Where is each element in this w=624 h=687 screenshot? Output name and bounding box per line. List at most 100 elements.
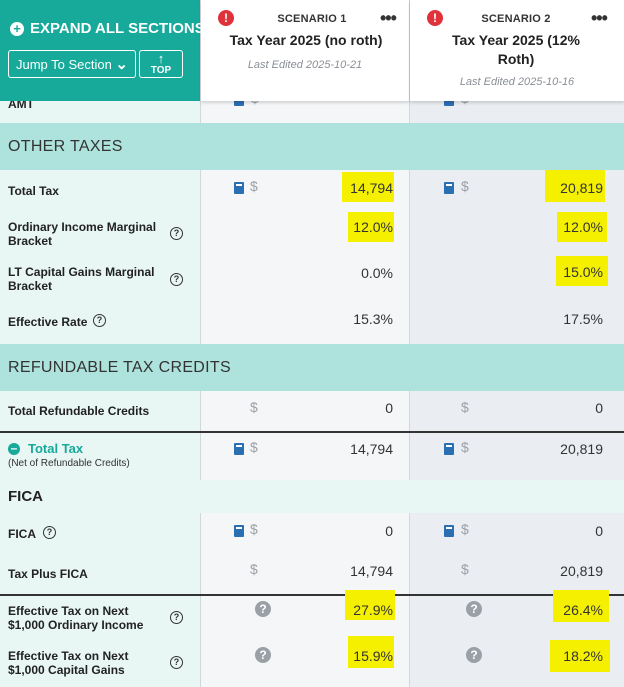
help-icon[interactable]: ? [170,656,183,669]
scenario-1-title[interactable]: Tax Year 2025 (no roth) [229,32,383,48]
label-line: Bracket [8,234,53,248]
ord-marginal-s1: 12.0% [353,219,393,235]
scenario-1-label: SCENARIO 1 [277,13,347,25]
total-tax-s2: 20,819 [560,180,603,196]
label-line: Ordinary Income Marginal [8,220,157,234]
total-tax-label: Total Tax [8,184,59,198]
calculator-icon[interactable] [444,443,454,455]
calculator-icon[interactable] [444,525,454,537]
help-icon[interactable]: ? [170,611,183,624]
total-tax-s1: 14,794 [350,180,393,196]
expand-all-label: EXPAND ALL SECTIONS [30,20,205,37]
dollar-sign: $ [250,439,258,455]
label-line: LT Capital Gains Marginal [8,265,155,279]
more-options-icon[interactable]: ••• [591,8,608,28]
effective-rate-s1: 15.3% [353,311,393,327]
highlight-mark [553,590,609,622]
scenario-2-column [410,0,624,687]
column-divider [200,0,201,687]
total-tax-net-s2: 20,819 [560,441,603,457]
tax-plus-fica-s1: 14,794 [350,563,393,579]
help-icon[interactable]: ? [170,227,183,240]
scenario-2-title[interactable]: Tax Year 2025 (12% Roth) [452,32,580,67]
eff-next-ord-s1: 27.9% [353,602,393,618]
total-refundable-s1: 0 [385,400,393,416]
chevron-down-icon: ⌄ [115,56,128,73]
ord-marginal-label: Ordinary Income Marginal Bracket [8,220,156,248]
expand-all-button[interactable]: + EXPAND ALL SECTIONS [10,20,205,37]
dollar-sign: $ [250,178,258,194]
help-icon[interactable]: ? [170,273,183,286]
fica-label: FICA [8,527,36,541]
label-line: Effective Tax on Next [8,649,129,663]
eff-next-ord-label: Effective Tax on Next $1,000 Ordinary In… [8,604,143,632]
label-line: $1,000 Capital Gains [8,663,125,677]
calculator-icon[interactable] [234,182,244,194]
scenario-1-column [201,0,409,687]
dollar-sign: $ [250,399,258,415]
total-refundable-s2: 0 [595,400,603,416]
section-header-fica[interactable]: FICA [0,480,624,513]
info-circle-icon[interactable]: ? [255,601,271,617]
highlight-mark [556,256,608,286]
calculator-icon[interactable] [234,525,244,537]
highlight-mark [550,640,610,672]
label-line: Bracket [8,279,53,293]
top-label: TOP [150,65,172,76]
top-button[interactable]: ↑ TOP [139,50,183,78]
ltcg-marginal-label: LT Capital Gains Marginal Bracket [8,265,154,293]
label-line: Effective Tax on Next [8,604,129,618]
eff-next-cg-s1: 15.9% [353,648,393,664]
eff-next-ord-s2: 26.4% [563,602,603,618]
plus-circle-icon: + [10,21,24,36]
eff-next-cg-s2: 18.2% [563,648,603,664]
arrow-up-icon: ↑ [157,51,165,66]
help-icon[interactable]: ? [93,314,106,327]
dollar-sign: $ [461,521,469,537]
help-icon[interactable]: ? [43,526,56,539]
highlight-mark [342,172,394,202]
eff-next-cg-label: Effective Tax on Next $1,000 Capital Gai… [8,649,128,677]
dollar-sign: $ [461,178,469,194]
dollar-sign: $ [461,399,469,415]
more-options-icon[interactable]: ••• [380,8,397,28]
effective-rate-label: Effective Rate [8,315,88,329]
total-divider-line [0,431,624,433]
highlight-mark [545,170,605,202]
highlight-mark [348,212,394,242]
tax-plus-fica-s2: 20,819 [560,563,603,579]
ltcg-marginal-s1: 0.0% [361,265,393,281]
scenario-2-label: SCENARIO 2 [481,13,551,25]
label-line: $1,000 Ordinary Income [8,618,144,632]
total-tax-net-toggle[interactable]: – Total Tax [8,441,83,456]
highlight-mark [348,636,394,668]
fica-s2: 0 [595,523,603,539]
alert-icon[interactable]: ! [427,10,443,26]
alert-icon[interactable]: ! [218,10,234,26]
highlight-mark [345,590,395,620]
calculator-icon[interactable] [444,182,454,194]
column-divider [409,0,410,687]
ltcg-marginal-s2: 15.0% [563,264,603,280]
info-circle-icon[interactable]: ? [466,601,482,617]
jump-to-section-label: Jump To Section [16,56,112,72]
info-circle-icon[interactable]: ? [255,647,271,663]
jump-to-section-select[interactable]: Jump To Section ⌄ [8,50,136,78]
calculator-icon[interactable] [234,443,244,455]
highlight-mark [557,212,607,242]
dollar-sign: $ [250,521,258,537]
dollar-sign: $ [461,561,469,577]
minus-circle-icon: – [8,442,20,455]
info-circle-icon[interactable]: ? [466,647,482,663]
total-tax-net-s1: 14,794 [350,441,393,457]
ord-marginal-s2: 12.0% [563,219,603,235]
total-tax-net-sublabel: (Net of Refundable Credits) [8,458,130,469]
tax-plus-fica-label: Tax Plus FICA [8,567,88,581]
total-tax-net-label: Total Tax [28,441,84,456]
section-header-refundable-credits[interactable]: REFUNDABLE TAX CREDITS [0,344,624,391]
dollar-sign: $ [250,561,258,577]
label-column [0,0,200,687]
section-header-other-taxes[interactable]: OTHER TAXES [0,123,624,170]
dollar-sign: $ [461,439,469,455]
scenario-1-header [201,0,409,101]
